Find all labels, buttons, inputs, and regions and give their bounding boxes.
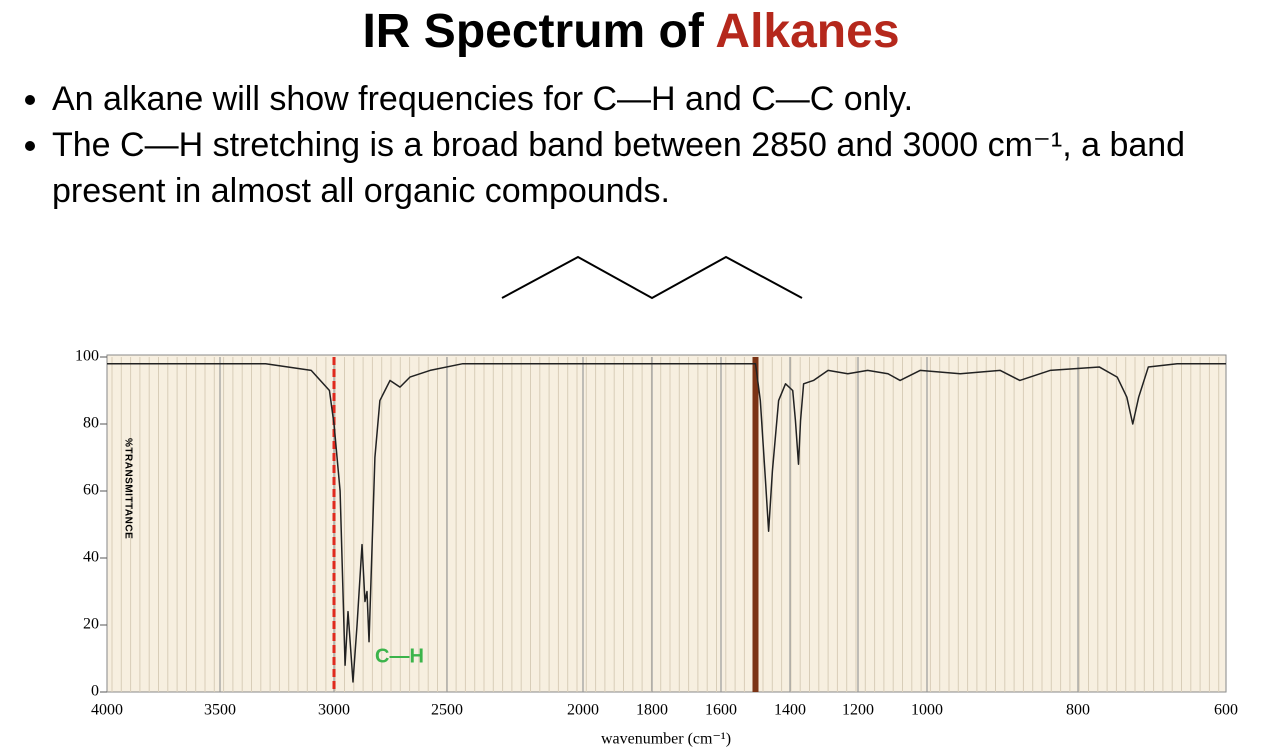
butane-structure [501,255,803,300]
x-tick-label: 1800 [636,702,668,719]
spectrum-line [107,362,1226,683]
x-tick-label: 2000 [567,702,599,719]
y-tick-label: 60 [83,482,99,499]
y-tick-label: 100 [75,348,99,365]
x-tick-label: 600 [1214,702,1238,719]
bullet: An alkane will show frequencies for C—H … [52,76,1262,122]
x-tick-label: 2500 [431,702,463,719]
annotation: C—H [375,645,424,667]
y-tick-label: 0 [91,683,99,700]
y-tick-label: 20 [83,616,99,633]
bullet-list: An alkane will show frequencies for C—H … [12,76,1262,214]
title: IR Spectrum of Alkanes [0,4,1262,59]
x-tick-label: 1200 [842,702,874,719]
x-tick-label: 1600 [705,702,737,719]
title-part: IR Spectrum of [362,5,704,58]
bullet: The C—H stretching is a broad band betwe… [52,122,1262,214]
x-tick-label: 4000 [91,702,123,719]
y-tick-label: 80 [83,415,99,432]
plot-area [106,354,1227,693]
y-axis-label: %TRANSMITTANCE [123,438,134,539]
x-axis-label: wavenumber (cm⁻¹) [601,731,731,748]
y-tick-label: 40 [83,549,99,566]
x-tick-label: 3000 [318,702,350,719]
x-tick-label: 1400 [774,702,806,719]
x-tick-label: 800 [1066,702,1090,719]
x-tick-label: 1000 [911,702,943,719]
x-tick-label: 3500 [204,702,236,719]
title-highlight: Alkanes [715,5,900,58]
